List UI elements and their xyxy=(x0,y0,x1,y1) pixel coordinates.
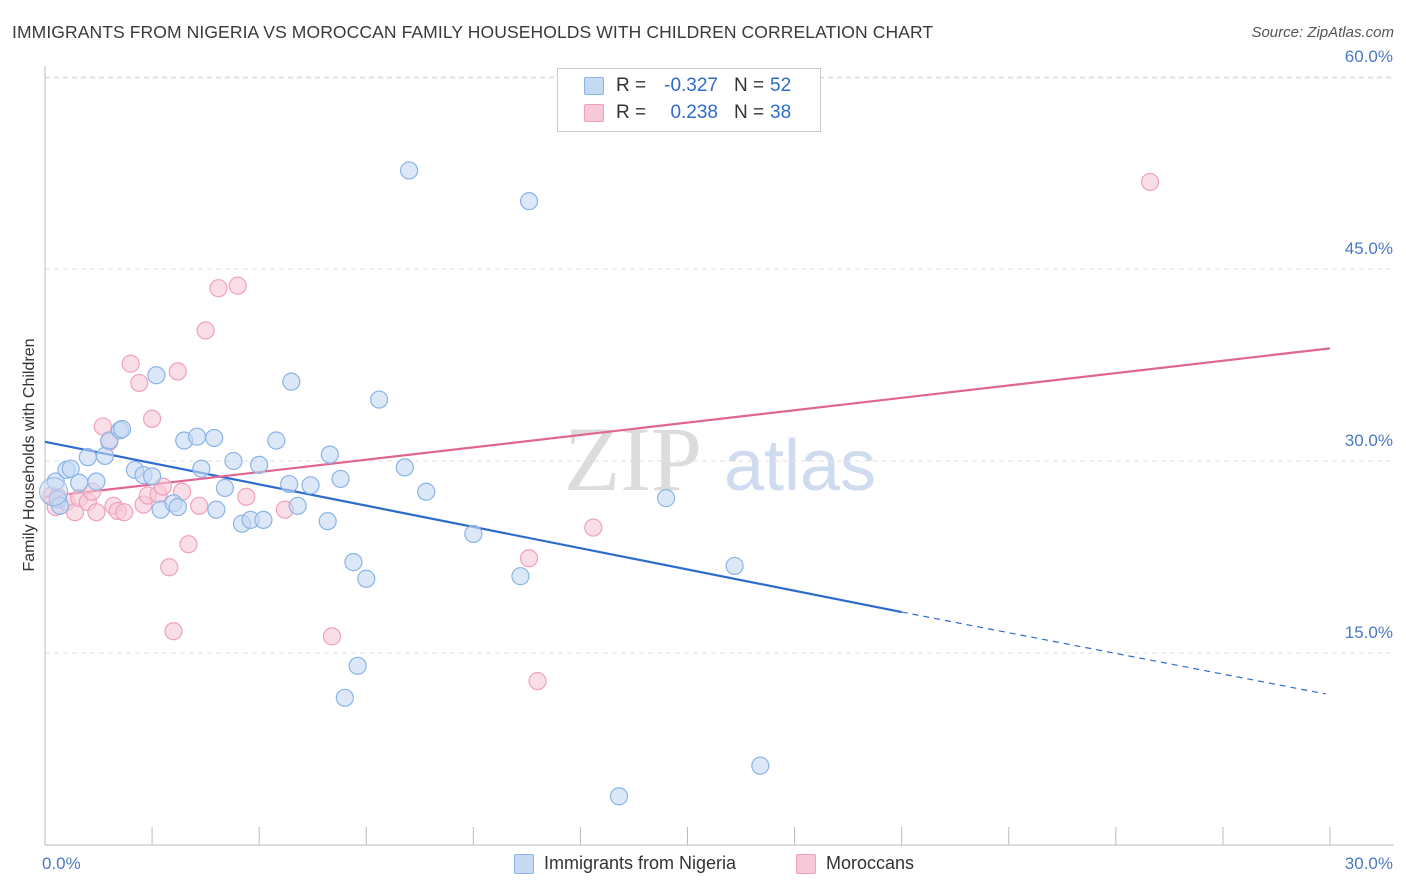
nigeria-point xyxy=(87,472,106,491)
x-tick-label: 0.0% xyxy=(42,854,81,873)
moroccan-point xyxy=(209,279,228,298)
legend-label-moroccans: Moroccans xyxy=(826,853,915,873)
nigeria-point xyxy=(335,688,354,707)
legend-swatch-moroccans xyxy=(796,854,816,874)
moroccan-point xyxy=(196,321,215,340)
nigeria-point xyxy=(395,458,414,477)
n-label: N = xyxy=(734,102,765,123)
r-value-moroccans: 0.238 xyxy=(670,102,718,123)
moroccan-point xyxy=(142,409,162,428)
n-value-moroccans: 38 xyxy=(770,102,792,123)
moroccan-point xyxy=(528,672,547,691)
series-legend: Immigrants from Nigeria Moroccans xyxy=(0,852,1406,878)
y-tick-label: 30.0% xyxy=(1345,431,1393,450)
chart-title: IMMIGRANTS FROM NIGERIA VS MOROCCAN FAMI… xyxy=(12,22,934,42)
nigeria-point xyxy=(207,500,226,519)
stats-legend: R = -0.327 N = 52 R = 0.238 N = 38 xyxy=(557,68,821,132)
nigeria-point xyxy=(70,473,89,492)
moroccan-point xyxy=(1140,172,1160,192)
moroccan-point xyxy=(87,503,106,522)
nigeria-point xyxy=(95,446,115,465)
nigeria-point xyxy=(224,451,243,471)
moroccan-point xyxy=(121,354,140,373)
moroccan-point xyxy=(190,496,209,515)
r-value-nigeria: -0.327 xyxy=(664,75,718,96)
nigeria-point xyxy=(609,787,629,806)
nigeria-point xyxy=(168,497,187,517)
nigeria-point xyxy=(344,553,363,572)
nigeria-point xyxy=(656,489,676,508)
n-value-nigeria: 52 xyxy=(770,75,792,96)
nigeria-point xyxy=(254,510,273,529)
nigeria-point xyxy=(511,567,530,586)
nigeria-point xyxy=(46,472,65,491)
nigeria-point xyxy=(280,474,299,494)
nigeria-point xyxy=(348,656,367,675)
legend-swatch-nigeria xyxy=(514,854,534,874)
y-tick-label: 60.0% xyxy=(1345,47,1393,66)
nigeria-point xyxy=(370,390,389,409)
nigeria-point xyxy=(78,448,97,467)
moroccan-point xyxy=(322,627,342,646)
moroccan-point xyxy=(130,373,149,393)
moroccan-point xyxy=(168,362,187,381)
tick-labels: 15.0% 30.0% 45.0% 60.0% 0.0% 30.0% xyxy=(42,47,1393,873)
watermark: ZIP atlas xyxy=(564,408,876,510)
nigeria-point xyxy=(215,478,234,497)
moroccan-point xyxy=(237,487,256,506)
watermark-atlas: atlas xyxy=(724,426,876,506)
nigeria-point xyxy=(464,524,483,544)
r-label: R = xyxy=(616,102,647,123)
nigeria-point xyxy=(399,161,419,180)
nigeria-point xyxy=(417,482,436,501)
nigeria-point xyxy=(331,469,350,489)
nigeria-point xyxy=(267,431,286,450)
nigeria-point xyxy=(725,556,744,576)
nigeria-point xyxy=(519,192,539,211)
moroccan-point xyxy=(228,276,247,295)
watermark-zip: ZIP xyxy=(564,408,702,510)
data-points xyxy=(39,161,1160,806)
nigeria-point xyxy=(357,569,376,588)
moroccan-point xyxy=(519,549,539,568)
moroccan-point xyxy=(115,503,134,522)
nigeria-point xyxy=(250,455,269,474)
n-label: N = xyxy=(734,75,765,96)
trend-line-extension-nigeria xyxy=(901,611,1326,695)
moroccan-point xyxy=(179,535,198,554)
nigeria-point xyxy=(751,756,770,775)
nigeria-point xyxy=(318,512,337,531)
nigeria-point xyxy=(288,496,307,515)
r-label: R = xyxy=(616,75,647,96)
chart-source: Source: ZipAtlas.com xyxy=(1251,24,1394,41)
moroccan-point xyxy=(164,622,183,641)
moroccan-point xyxy=(160,558,179,577)
nigeria-point xyxy=(320,445,339,464)
y-tick-label: 45.0% xyxy=(1345,239,1393,258)
nigeria-point xyxy=(147,366,166,385)
nigeria-point xyxy=(205,428,224,448)
nigeria-point xyxy=(192,459,211,478)
legend-label-nigeria: Immigrants from Nigeria xyxy=(544,853,737,873)
y-tick-label: 15.0% xyxy=(1345,623,1393,642)
axes xyxy=(44,66,1394,846)
nigeria-point xyxy=(112,419,132,439)
nigeria-point xyxy=(187,427,207,446)
nigeria-point xyxy=(61,459,80,478)
moroccan-point xyxy=(584,518,603,537)
moroccans-swatch xyxy=(584,104,604,122)
nigeria-point xyxy=(142,467,162,486)
nigeria-point-cluster xyxy=(39,477,69,507)
x-tick-label: 30.0% xyxy=(1345,854,1393,873)
nigeria-point xyxy=(282,372,301,391)
nigeria-swatch xyxy=(584,77,604,95)
nigeria-point xyxy=(301,476,320,495)
